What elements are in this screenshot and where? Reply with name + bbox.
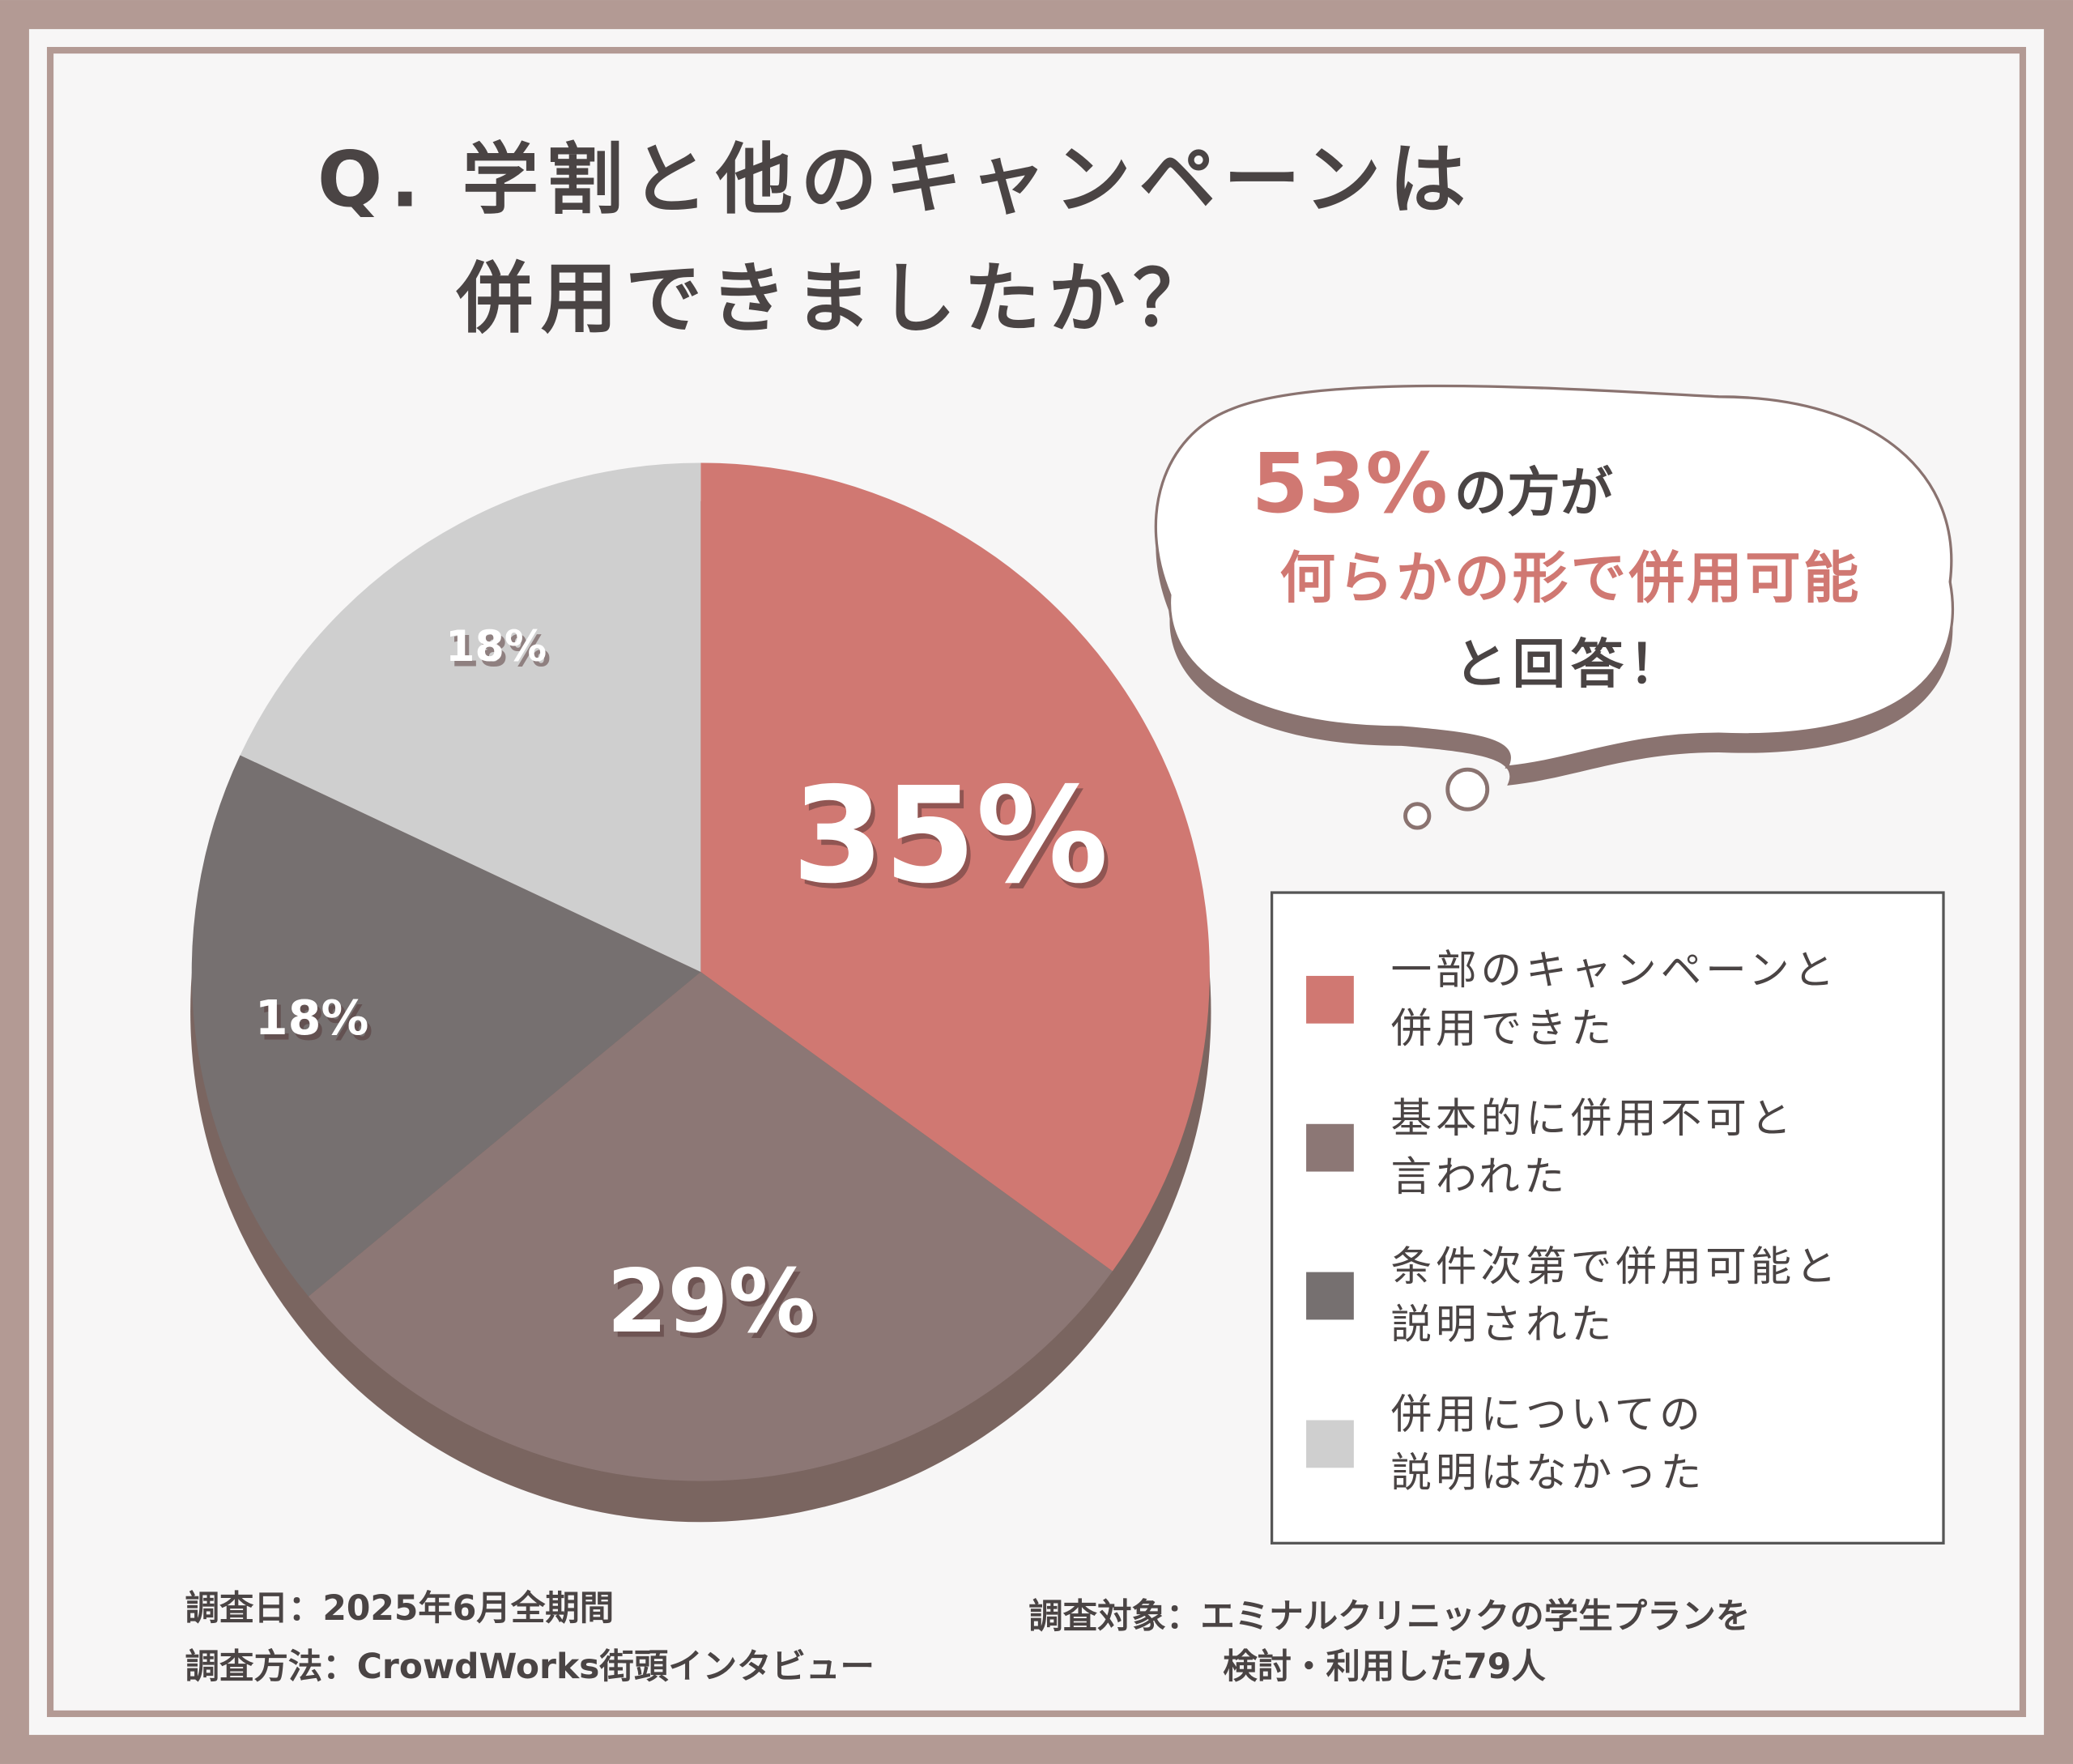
slice-label-shadow: 18%	[449, 628, 551, 677]
slice-label: 18%	[255, 990, 369, 1046]
callout: 53% の方が 何らかの形で併用可能 と回答！	[1154, 384, 1955, 830]
legend-label: 言われた	[1391, 1153, 1569, 1200]
callout-text: と回答！	[1454, 634, 1687, 696]
slice-label-shadow: 18%	[259, 995, 373, 1050]
legend-label: 併用できた	[1391, 1004, 1616, 1052]
slice-label: 18%	[445, 623, 547, 671]
slice-label: 35%	[792, 758, 1109, 913]
callout-dot	[1445, 767, 1490, 812]
legend-swatch	[1306, 1123, 1354, 1172]
pie-slice	[308, 972, 1113, 1481]
legend-swatch	[1306, 975, 1354, 1024]
legend-swatch	[1306, 1272, 1354, 1320]
legend-label: 条件次第で併用可能と	[1391, 1242, 1841, 1290]
slice-label-shadow: 35%	[796, 764, 1113, 918]
callout-text: 何らかの形で併用可能	[1279, 546, 1861, 611]
title-line: Q. 学割と他のキャンペーンは	[317, 135, 1474, 224]
pie-slice	[240, 462, 701, 973]
title-line: 併用できましたか？	[455, 254, 1217, 343]
legend-label: 説明はなかった	[1391, 1449, 1706, 1497]
legend: 一部のキャンペーンと併用できた基本的に併用不可と言われた条件次第で併用可能と説明…	[1306, 946, 1841, 1497]
pie: 35%35%29%29%18%18%18%18%	[191, 462, 1210, 1481]
inner-border	[46, 46, 2027, 1718]
callout-dot	[1403, 802, 1432, 830]
footer-text: 調査対象：エミナルクリニックの学生プランを	[1028, 1597, 1750, 1637]
slice-label-shadow: 29%	[611, 1257, 819, 1358]
legend-box	[1270, 891, 1945, 1545]
pie-slice	[700, 462, 1210, 1272]
legend-label: 一部のキャンペーンと	[1391, 946, 1839, 994]
footer-text: 調査日：2025年6月全期間	[185, 1589, 615, 1629]
legend-label: 説明された	[1391, 1301, 1616, 1349]
legend-swatch	[1306, 1420, 1354, 1468]
legend-label: 基本的に併用不可と	[1391, 1094, 1796, 1142]
footer-text: 調査方法：CrowdWorks街頭インタビュー	[185, 1647, 875, 1687]
callout-bubble	[1154, 384, 1955, 769]
legend-label: 併用についての	[1391, 1391, 1705, 1438]
footer-text: 検討・利用した79人	[1223, 1647, 1546, 1687]
pie-slice	[191, 755, 701, 1297]
slice-label: 29%	[607, 1251, 815, 1353]
callout-highlight: 53%	[1251, 436, 1447, 531]
callout-text: の方が	[1454, 462, 1613, 523]
